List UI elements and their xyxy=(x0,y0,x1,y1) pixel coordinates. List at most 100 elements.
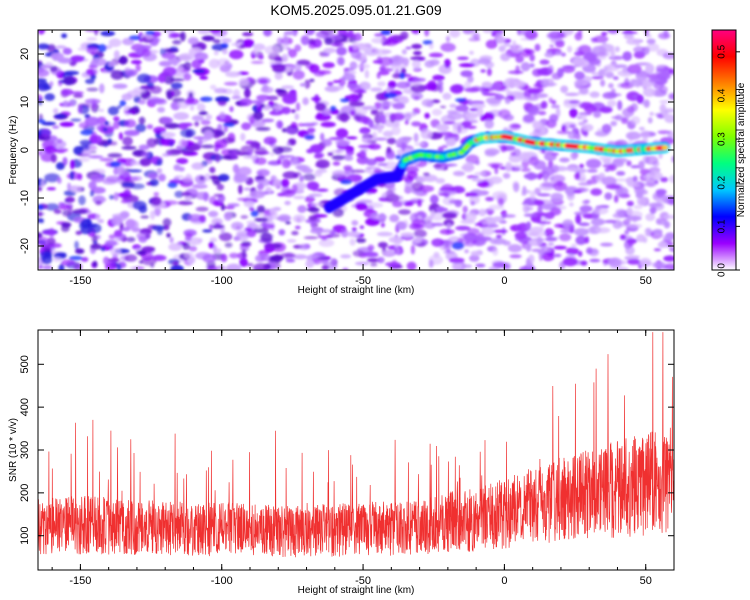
heatmap-noise-blob xyxy=(192,69,206,73)
heatmap-noise-blob xyxy=(161,117,174,124)
heatmap-noise-blob xyxy=(60,259,76,267)
heatmap-noise-blob xyxy=(608,166,615,171)
snr-y-tick-label: 500 xyxy=(19,355,31,373)
heatmap-noise-blob xyxy=(139,260,143,264)
heatmap-noise-blob xyxy=(352,250,365,257)
heatmap-noise-blob xyxy=(218,232,233,242)
heatmap-noise-blob xyxy=(149,178,159,187)
heatmap-noise-blob xyxy=(503,114,514,121)
heatmap-noise-blob xyxy=(304,135,315,140)
heatmap-noise-blob xyxy=(146,138,157,148)
heatmap-noise-blob xyxy=(306,208,320,212)
heatmap-noise-blob xyxy=(437,80,444,87)
heatmap-noise-blob xyxy=(446,223,452,229)
heatmap-noise-blob xyxy=(192,183,208,189)
heatmap-noise-blob xyxy=(429,194,439,204)
heatmap-noise-blob xyxy=(510,151,517,157)
snr-y-tick-label: 200 xyxy=(19,484,31,502)
heatmap-noise-blob xyxy=(70,118,82,122)
heatmap-noise-blob xyxy=(242,32,254,37)
heatmap-noise-blob xyxy=(410,244,416,255)
heatmap-noise-blob xyxy=(276,158,282,165)
heatmap-noise-blob xyxy=(344,155,354,161)
heatmap-noise-blob xyxy=(216,183,225,191)
heatmap-noise-blob xyxy=(318,239,335,247)
heatmap-noise-blob xyxy=(658,32,671,40)
heatmap-noise-blob xyxy=(663,255,674,262)
heatmap-noise-blob xyxy=(113,192,119,201)
heatmap-noise-blob xyxy=(340,228,349,238)
heatmap-noise-blob xyxy=(342,267,349,270)
heatmap-noise-blob xyxy=(353,32,362,42)
heatmap-noise-blob xyxy=(464,80,471,90)
heatmap-noise-blob xyxy=(226,263,242,270)
spectrogram-y-tick-label: 0 xyxy=(19,147,31,153)
heatmap-noise-blob xyxy=(78,195,86,206)
heatmap-noise-blob xyxy=(405,46,412,50)
heatmap-noise-blob xyxy=(593,110,602,118)
heatmap-noise-blob xyxy=(552,165,568,172)
heatmap-noise-blob xyxy=(648,202,663,208)
heatmap-noise-blob xyxy=(582,124,594,132)
heatmap-noise-blob xyxy=(522,185,527,194)
heatmap-noise-blob xyxy=(170,82,183,89)
heatmap-noise-blob xyxy=(347,85,361,90)
heatmap-noise-blob xyxy=(203,191,209,202)
heatmap-noise-blob xyxy=(357,63,370,70)
heatmap-noise-blob xyxy=(569,108,578,118)
heatmap-noise-blob xyxy=(605,71,615,79)
heatmap-noise-blob xyxy=(514,231,527,240)
heatmap-noise-blob xyxy=(513,182,520,193)
spectrogram-x-tick-label: -150 xyxy=(69,275,91,287)
heatmap-noise-blob xyxy=(420,129,433,140)
heatmap-noise-blob xyxy=(130,59,142,65)
heatmap-noise-blob xyxy=(574,71,585,80)
heatmap-noise-blob xyxy=(443,219,455,227)
heatmap-noise-blob xyxy=(377,241,388,249)
heatmap-noise-blob xyxy=(72,209,88,215)
heatmap-noise-blob xyxy=(601,176,617,186)
heatmap-noise-blob xyxy=(385,152,396,160)
heatmap-noise-blob xyxy=(655,188,667,196)
heatmap-noise-blob xyxy=(580,260,588,266)
heatmap-noise-blob xyxy=(177,200,193,206)
heatmap-noise-blob xyxy=(413,67,422,72)
heatmap-noise-blob xyxy=(202,229,213,233)
heatmap-noise-blob xyxy=(119,99,127,107)
heatmap-noise-blob xyxy=(316,256,329,260)
heatmap-noise-blob xyxy=(564,92,580,97)
heatmap-noise-blob xyxy=(488,211,493,216)
heatmap-noise-blob xyxy=(252,111,264,121)
spectrogram-y-tick-label: -10 xyxy=(19,190,31,206)
heatmap-noise-blob xyxy=(663,221,671,229)
heatmap-noise-blob xyxy=(61,222,72,228)
heatmap-noise-blob xyxy=(530,226,544,234)
heatmap-noise-blob xyxy=(376,256,385,264)
heatmap-noise-blob xyxy=(478,208,486,217)
heatmap-noise-blob xyxy=(449,133,459,137)
heatmap-noise-blob xyxy=(324,37,334,45)
heatmap-noise-blob xyxy=(523,88,532,99)
heatmap-noise-blob xyxy=(607,30,620,34)
heatmap-noise-blob xyxy=(404,119,409,125)
heatmap-noise-blob xyxy=(559,157,570,163)
snr-x-tick-label: 0 xyxy=(501,575,507,587)
heatmap-noise-blob xyxy=(191,115,204,122)
spectrogram-y-label: Frequency (Hz) xyxy=(8,116,19,185)
ridge-core xyxy=(399,162,406,168)
heatmap-noise-blob xyxy=(613,194,619,203)
heatmap-noise-blob xyxy=(512,40,517,49)
heatmap-noise-blob xyxy=(135,123,147,133)
heatmap-noise-blob xyxy=(272,63,287,73)
heatmap-noise-blob xyxy=(332,208,344,218)
spectrogram-x-tick-label: -100 xyxy=(211,275,233,287)
heatmap-noise-blob xyxy=(42,265,53,270)
heatmap-noise-blob xyxy=(148,172,158,179)
heatmap-noise-blob xyxy=(215,152,221,163)
heatmap-noise-blob xyxy=(579,113,587,120)
heatmap-noise-blob xyxy=(249,190,266,199)
heatmap-noise-blob xyxy=(241,122,252,131)
heatmap-noise-blob xyxy=(71,185,83,193)
heatmap-noise-blob xyxy=(253,227,269,234)
heatmap-noise-blob xyxy=(377,124,383,134)
